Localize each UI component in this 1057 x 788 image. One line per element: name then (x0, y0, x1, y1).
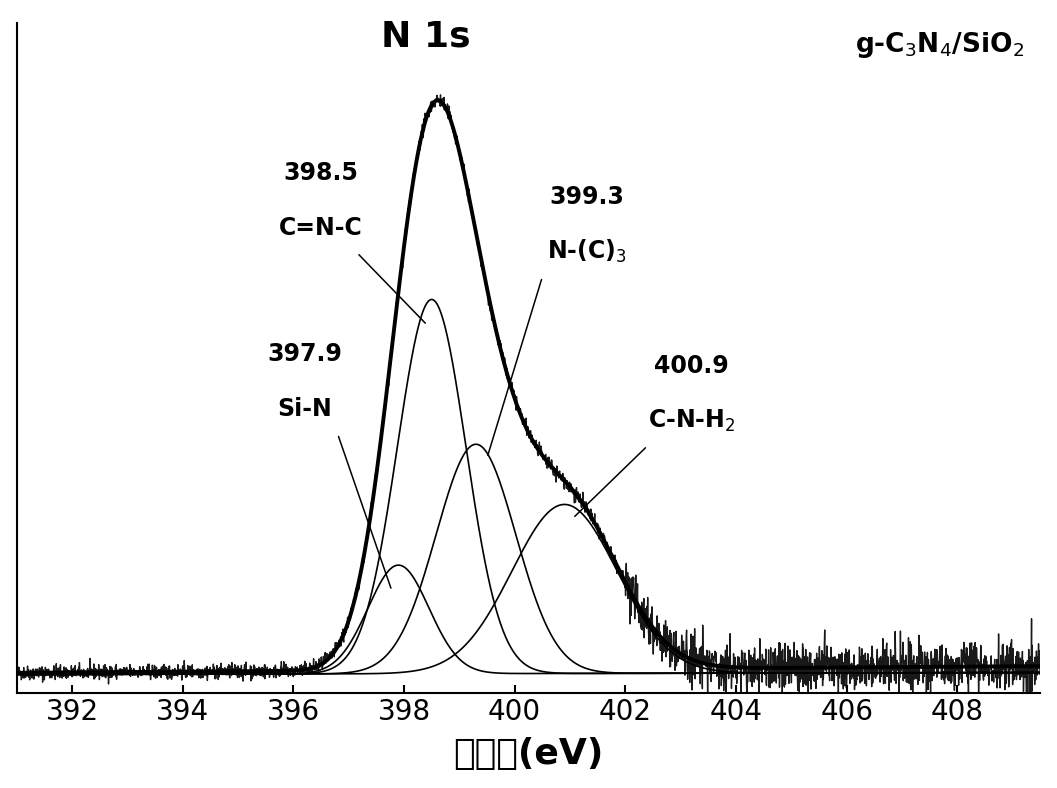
Text: N 1s: N 1s (382, 20, 471, 54)
Text: 398.5: 398.5 (283, 162, 358, 185)
Text: 399.3: 399.3 (550, 185, 624, 210)
Text: 397.9: 397.9 (267, 342, 341, 366)
Text: g-C$_3$N$_4$/SiO$_2$: g-C$_3$N$_4$/SiO$_2$ (855, 30, 1024, 60)
Text: 400.9: 400.9 (654, 355, 729, 378)
X-axis label: 结合能(eV): 结合能(eV) (453, 738, 604, 771)
Text: C-N-H$_2$: C-N-H$_2$ (648, 407, 736, 434)
Text: Si-N: Si-N (277, 396, 332, 421)
Text: C=N-C: C=N-C (279, 216, 363, 240)
Text: N-(C)$_3$: N-(C)$_3$ (546, 238, 627, 265)
